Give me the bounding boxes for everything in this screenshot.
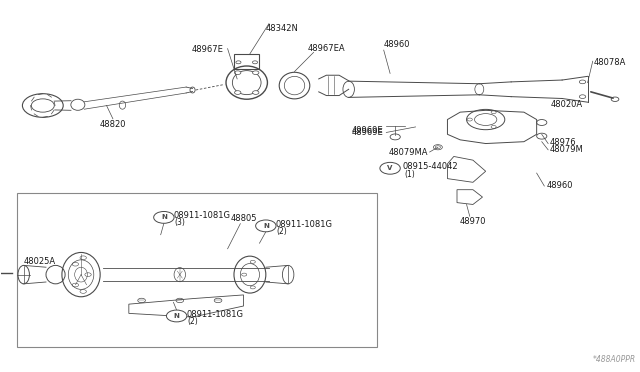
Circle shape [234,71,241,74]
Text: 48020A: 48020A [550,100,582,109]
Ellipse shape [119,101,125,109]
Text: 48970: 48970 [460,217,486,227]
Text: 48960: 48960 [546,182,573,190]
Circle shape [166,310,187,322]
Circle shape [253,91,259,94]
Text: 48820: 48820 [100,119,126,129]
Text: 48079MA: 48079MA [389,148,428,157]
Text: N: N [161,214,167,220]
Text: 48079M: 48079M [549,145,583,154]
Circle shape [31,99,54,112]
Text: 08915-44042: 08915-44042 [403,162,458,171]
Text: (3): (3) [175,218,186,227]
Text: 48967E: 48967E [191,45,223,54]
Ellipse shape [174,267,186,282]
Text: 48960: 48960 [383,41,410,49]
Circle shape [234,91,241,94]
Circle shape [154,211,174,223]
Text: 48969E: 48969E [352,128,384,137]
Text: 48025A: 48025A [24,257,56,266]
Text: (1): (1) [404,170,415,179]
Circle shape [380,162,400,174]
Text: V: V [387,165,393,171]
Text: 49969E: 49969E [352,126,384,135]
Text: N: N [173,313,180,319]
Text: *488A0PPR: *488A0PPR [592,355,636,364]
Text: 08911-1081G: 08911-1081G [275,220,332,229]
Text: 08911-1081G: 08911-1081G [186,310,243,319]
Text: 48805: 48805 [231,214,257,223]
Circle shape [255,220,276,232]
Circle shape [579,80,586,84]
Text: N: N [263,223,269,229]
Text: 48078A: 48078A [594,58,627,67]
Text: (2): (2) [276,227,287,236]
Circle shape [579,95,586,99]
Ellipse shape [190,87,195,93]
Bar [234,54,259,68]
Text: 48342N: 48342N [266,23,299,32]
Text: (2): (2) [188,317,198,326]
Text: 08911-1081G: 08911-1081G [173,211,230,220]
Text: 48976: 48976 [549,138,576,147]
Circle shape [253,71,259,74]
Text: 48967EA: 48967EA [307,44,345,53]
Bar [17,193,378,347]
